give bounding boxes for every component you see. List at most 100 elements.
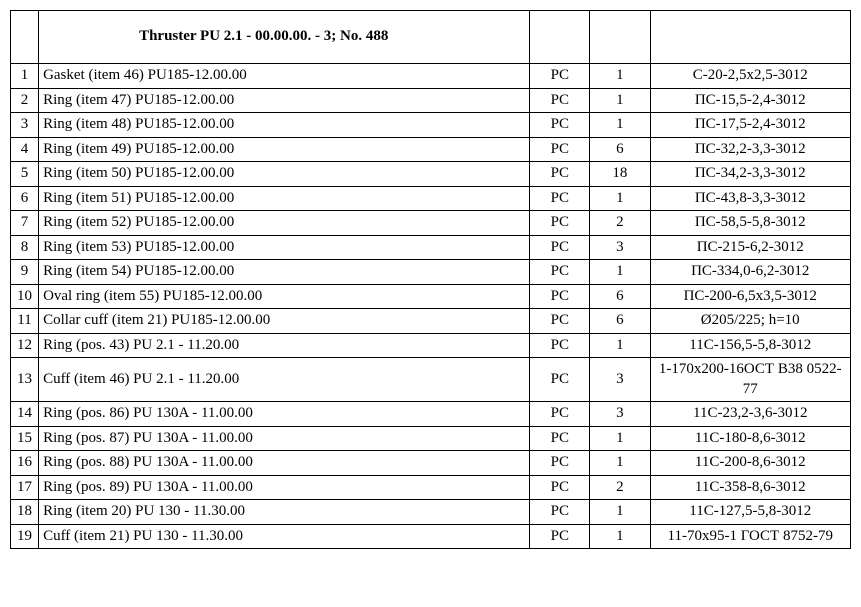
table-row: 14Ring (pos. 86) PU 130A - 11.00.00PC311… — [11, 402, 851, 427]
row-description: Ring (pos. 43) PU 2.1 - 11.20.00 — [39, 333, 530, 358]
row-spec: 11-70х95-1 ГОСТ 8752-79 — [650, 524, 851, 549]
row-number: 4 — [11, 137, 39, 162]
row-description: Collar cuff (item 21) PU185-12.00.00 — [39, 309, 530, 334]
row-number: 15 — [11, 426, 39, 451]
row-description: Ring (item 50) PU185-12.00.00 — [39, 162, 530, 187]
row-description: Cuff (item 46) PU 2.1 - 11.20.00 — [39, 358, 530, 402]
row-description: Ring (pos. 88) PU 130A - 11.00.00 — [39, 451, 530, 476]
row-number: 2 — [11, 88, 39, 113]
row-description: Ring (item 52) PU185-12.00.00 — [39, 211, 530, 236]
header-num-cell — [11, 11, 39, 64]
table-row: 8Ring (item 53) PU185-12.00.00PC3ПС-215-… — [11, 235, 851, 260]
row-spec: ПС-43,8-3,3-3012 — [650, 186, 851, 211]
row-qty: 1 — [590, 186, 650, 211]
row-number: 8 — [11, 235, 39, 260]
header-unit-cell — [530, 11, 590, 64]
row-qty: 1 — [590, 113, 650, 138]
row-qty: 1 — [590, 333, 650, 358]
row-number: 13 — [11, 358, 39, 402]
row-qty: 3 — [590, 358, 650, 402]
row-qty: 1 — [590, 426, 650, 451]
row-number: 17 — [11, 475, 39, 500]
row-description: Ring (item 53) PU185-12.00.00 — [39, 235, 530, 260]
row-description: Ring (item 20) PU 130 - 11.30.00 — [39, 500, 530, 525]
table-row: 6Ring (item 51) PU185-12.00.00PC1ПС-43,8… — [11, 186, 851, 211]
row-qty: 2 — [590, 211, 650, 236]
row-description: Ring (pos. 87) PU 130A - 11.00.00 — [39, 426, 530, 451]
row-spec: 11С-200-8,6-3012 — [650, 451, 851, 476]
row-number: 1 — [11, 64, 39, 89]
row-qty: 1 — [590, 88, 650, 113]
header-spec-cell — [650, 11, 851, 64]
row-qty: 1 — [590, 451, 650, 476]
row-number: 11 — [11, 309, 39, 334]
header-qty-cell — [590, 11, 650, 64]
row-spec: ПС-58,5-5,8-3012 — [650, 211, 851, 236]
row-qty: 1 — [590, 64, 650, 89]
table-row: 12Ring (pos. 43) PU 2.1 - 11.20.00PC111С… — [11, 333, 851, 358]
row-unit: PC — [530, 309, 590, 334]
table-row: 9Ring (item 54) PU185-12.00.00PC1ПС-334,… — [11, 260, 851, 285]
row-unit: PC — [530, 402, 590, 427]
row-description: Ring (item 51) PU185-12.00.00 — [39, 186, 530, 211]
row-description: Ring (item 47) PU185-12.00.00 — [39, 88, 530, 113]
row-qty: 3 — [590, 235, 650, 260]
table-row: 17Ring (pos. 89) PU 130A - 11.00.00PC211… — [11, 475, 851, 500]
table-row: 4Ring (item 49) PU185-12.00.00PC6ПС-32,2… — [11, 137, 851, 162]
row-unit: PC — [530, 88, 590, 113]
row-description: Oval ring (item 55) PU185-12.00.00 — [39, 284, 530, 309]
row-spec: 11С-180-8,6-3012 — [650, 426, 851, 451]
row-qty: 1 — [590, 500, 650, 525]
table-row: 16Ring (pos. 88) PU 130A - 11.00.00PC111… — [11, 451, 851, 476]
table-title: Thruster PU 2.1 - 00.00.00. - 3; No. 488 — [39, 11, 530, 64]
row-description: Ring (pos. 89) PU 130A - 11.00.00 — [39, 475, 530, 500]
row-unit: PC — [530, 524, 590, 549]
row-spec: ПС-32,2-3,3-3012 — [650, 137, 851, 162]
row-unit: PC — [530, 235, 590, 260]
row-number: 14 — [11, 402, 39, 427]
table-row: 7Ring (item 52) PU185-12.00.00PC2ПС-58,5… — [11, 211, 851, 236]
row-qty: 6 — [590, 309, 650, 334]
row-spec: ПС-334,0-6,2-3012 — [650, 260, 851, 285]
row-unit: PC — [530, 284, 590, 309]
row-qty: 1 — [590, 524, 650, 549]
row-qty: 18 — [590, 162, 650, 187]
table-row: 3Ring (item 48) PU185-12.00.00PC1ПС-17,5… — [11, 113, 851, 138]
row-number: 5 — [11, 162, 39, 187]
table-row: 10Oval ring (item 55) PU185-12.00.00PC6П… — [11, 284, 851, 309]
row-spec: ПС-17,5-2,4-3012 — [650, 113, 851, 138]
row-spec: 11С-358-8,6-3012 — [650, 475, 851, 500]
row-description: Gasket (item 46) PU185-12.00.00 — [39, 64, 530, 89]
row-unit: PC — [530, 137, 590, 162]
row-number: 6 — [11, 186, 39, 211]
row-unit: PC — [530, 162, 590, 187]
row-unit: PC — [530, 64, 590, 89]
table-row: 18Ring (item 20) PU 130 - 11.30.00PC111С… — [11, 500, 851, 525]
table-row: 1Gasket (item 46) PU185-12.00.00PC1С-20-… — [11, 64, 851, 89]
row-qty: 6 — [590, 137, 650, 162]
table-row: 15Ring (pos. 87) PU 130A - 11.00.00PC111… — [11, 426, 851, 451]
parts-table: Thruster PU 2.1 - 00.00.00. - 3; No. 488… — [10, 10, 851, 549]
row-spec: ПС-215-6,2-3012 — [650, 235, 851, 260]
table-header-row: Thruster PU 2.1 - 00.00.00. - 3; No. 488 — [11, 11, 851, 64]
row-unit: PC — [530, 211, 590, 236]
row-number: 3 — [11, 113, 39, 138]
row-qty: 6 — [590, 284, 650, 309]
row-spec: ПС-200-6,5х3,5-3012 — [650, 284, 851, 309]
row-number: 12 — [11, 333, 39, 358]
row-spec: ПС-15,5-2,4-3012 — [650, 88, 851, 113]
row-description: Ring (item 48) PU185-12.00.00 — [39, 113, 530, 138]
row-description: Ring (pos. 86) PU 130A - 11.00.00 — [39, 402, 530, 427]
table-row: 2Ring (item 47) PU185-12.00.00PC1ПС-15,5… — [11, 88, 851, 113]
row-number: 19 — [11, 524, 39, 549]
row-spec: 11С-127,5-5,8-3012 — [650, 500, 851, 525]
row-spec: 1-170х200-16ОСТ В38 0522-77 — [650, 358, 851, 402]
row-unit: PC — [530, 260, 590, 285]
row-number: 9 — [11, 260, 39, 285]
row-spec: 11С-23,2-3,6-3012 — [650, 402, 851, 427]
row-unit: PC — [530, 475, 590, 500]
row-spec: С-20-2,5х2,5-3012 — [650, 64, 851, 89]
row-qty: 2 — [590, 475, 650, 500]
table-body: 1Gasket (item 46) PU185-12.00.00PC1С-20-… — [11, 64, 851, 549]
row-spec: Ø205/225; h=10 — [650, 309, 851, 334]
